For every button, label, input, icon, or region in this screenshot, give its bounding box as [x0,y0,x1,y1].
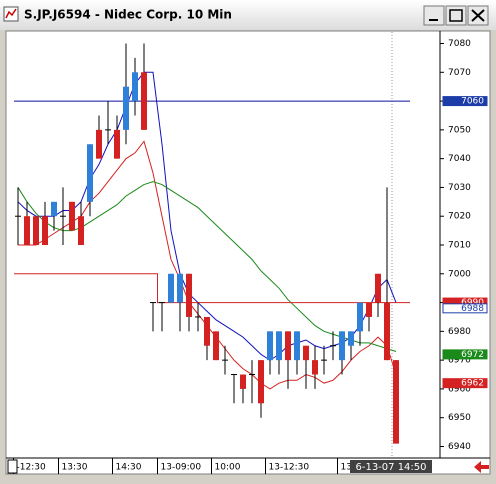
candle-body [168,273,174,303]
cursor-label-box [350,460,432,473]
y-tick-label: 7050 [448,125,471,135]
price-tag [442,303,488,314]
title-bar [0,0,496,30]
candle-body [258,360,264,404]
scroll-arrow[interactable] [474,461,489,473]
price-tag [442,96,488,107]
y-tick-label: 6980 [448,327,471,337]
candle-body [384,302,390,361]
candle-body [240,374,246,389]
price-tag [442,349,488,360]
candle-body [132,72,138,102]
x-tick-label: -12:30 [17,463,46,473]
chart-panel [5,30,491,475]
candle-body [33,216,39,245]
y-tick-label: 6960 [448,384,471,394]
y-tick-label: 7010 [448,241,471,251]
candle-body [204,316,210,346]
price-tag [442,378,488,389]
app-icon [3,6,19,22]
candle-body [42,216,48,245]
price-tag-label: 6972 [461,350,484,360]
candle-body [213,331,219,361]
candle-body [339,331,345,361]
y-tick-label: 6950 [448,413,471,423]
window-title: S.JP.J6594 - Nidec Corp. 10 Min [24,8,232,22]
candle-body [123,86,129,130]
candle-body [393,360,399,444]
candle-body [24,216,30,245]
y-tick-label: 7040 [448,154,471,164]
price-tag-label: 6988 [461,304,484,314]
y-tick-label: 7030 [448,183,471,193]
candle-body [96,129,102,159]
scroll-box[interactable] [7,459,18,474]
candle-body [87,144,93,202]
candle-body [78,216,84,245]
candle-body [303,345,309,361]
price-tag-label: 6990 [461,298,484,308]
candle-body [285,331,291,361]
x-tick-label: 10:00 [215,463,241,473]
candle-body [348,331,354,346]
candle-body [357,302,363,332]
x-tick-label: 13:30 [62,463,88,473]
x-tick-label: 13-09:00 [161,463,202,473]
candle-body [114,129,120,159]
candle-body [312,360,318,375]
y-tick-label: 7080 [448,39,471,49]
candle-body [366,302,372,317]
candle-body [69,201,75,231]
y-tick-label: 7070 [448,68,471,78]
maximize-button[interactable] [445,5,467,26]
candle-body [186,273,192,317]
x-tick-label: 14:30 [116,463,142,473]
cursor-label: 6-13-07 14:50 [355,462,426,473]
x-tick-label: 13-12:30 [269,463,310,473]
y-tick-label: 7020 [448,212,471,222]
minimize-button[interactable] [423,5,445,26]
candle-body [375,273,381,303]
y-tick-label: 6940 [448,442,471,452]
price-tag-label: 7060 [461,97,484,107]
candle-body [51,201,57,217]
candle-body [294,331,300,361]
price-tag-label: 6962 [461,379,484,389]
candle-body [276,331,282,361]
candle-body [177,273,183,303]
candle-body [141,72,147,130]
candle-body [267,331,273,361]
y-tick-label: 7000 [448,269,471,279]
reference-line [14,273,410,304]
y-tick-label: 6970 [448,356,471,366]
plot: 7080 7070 7060 7050 7040 7030 7020 7010 7000 6990… [13,39,488,474]
close-button[interactable] [467,5,489,26]
